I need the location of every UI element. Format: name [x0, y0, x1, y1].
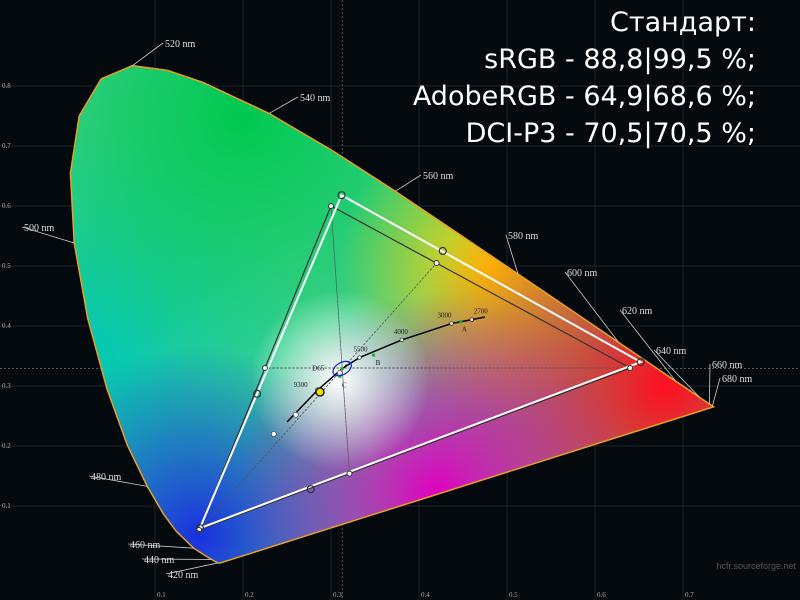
wavelength-tick	[709, 363, 711, 405]
wavelength-tick	[619, 309, 676, 382]
cct-label: 2700	[474, 308, 489, 316]
measured-gamut-triangle	[198, 193, 644, 530]
illuminant-point	[372, 353, 376, 357]
cct-label: 3000	[437, 312, 452, 320]
reference-axis-line	[330, 205, 350, 474]
y-tick-label: 0.6	[2, 202, 11, 210]
x-tick-label: 0.3	[333, 591, 342, 599]
wavelength-label: 420 nm	[168, 570, 199, 581]
reference-red-point	[627, 365, 634, 371]
spectral-locus	[69, 64, 716, 564]
cct-label: 5500	[354, 346, 369, 354]
grayscale-point	[336, 369, 343, 376]
wavelength-label: 660 nm	[712, 360, 743, 371]
y-tick-label: 0.1	[2, 502, 11, 510]
wavelength-tick	[505, 234, 519, 275]
y-tick-label: 0.4	[2, 322, 11, 330]
grayscale-point	[270, 431, 277, 437]
x-tick-label: 0.4	[421, 591, 430, 599]
x-tick-label: 0.2	[245, 591, 254, 599]
d65-tolerance-ellipse	[332, 360, 352, 377]
wavelength-label: 640 nm	[656, 346, 687, 357]
reference-cyan-point	[262, 365, 268, 371]
wavelength-label: 480 nm	[91, 472, 122, 483]
wavelength-tick	[395, 174, 422, 192]
x-tick-label: 0.7	[685, 591, 694, 599]
title-line: DCI-P3 - 70,5|70,5 %;	[465, 118, 756, 149]
y-tick-label: 0.3	[2, 382, 11, 390]
wavelength-label: 680 nm	[722, 374, 753, 385]
reference-magenta-point	[346, 470, 353, 477]
grayscale-point	[292, 411, 299, 418]
wavelength-label: 500 nm	[24, 223, 55, 234]
wavelength-label: 460 nm	[130, 540, 161, 551]
y-tick-label: 0.7	[2, 142, 11, 150]
wavelength-label: 540 nm	[300, 93, 331, 104]
reference-axis-line	[198, 262, 437, 531]
reference-green-point	[328, 203, 334, 209]
y-tick-label: 0.5	[2, 262, 11, 270]
wavelength-label: 620 nm	[622, 306, 653, 317]
wavelength-tick	[712, 377, 721, 407]
wavelength-label: 440 nm	[144, 555, 175, 566]
cct-label: 9300	[294, 381, 309, 389]
wavelength-label: 580 nm	[508, 231, 539, 242]
illuminant-point	[459, 320, 463, 324]
wavelength-tick	[132, 42, 164, 67]
white-point	[315, 387, 325, 397]
cct-label: 4000	[394, 328, 409, 336]
measured-magenta-point	[306, 485, 315, 494]
y-tick-label: 0.2	[2, 442, 11, 450]
measured-cyan-point	[252, 389, 262, 398]
wavelength-tick	[88, 475, 148, 487]
measured-blue-point	[195, 524, 204, 533]
cct-point	[469, 317, 474, 322]
illuminant-label: C	[342, 381, 347, 389]
cct-point	[399, 337, 404, 343]
wavelength-label: 560 nm	[423, 171, 454, 182]
wavelength-tick	[653, 349, 701, 398]
x-tick-label: 0.6	[597, 591, 606, 599]
title-line: AdobeRGB - 64,9|68,6 %;	[412, 81, 756, 112]
title-line: Стандарт:	[610, 7, 756, 38]
credit: hcfr.sourceforge.net	[716, 561, 796, 571]
illuminant-label: D65	[312, 365, 325, 373]
y-tick-label: 0.8	[2, 82, 11, 90]
x-tick-label: 0.5	[509, 591, 518, 599]
reference-axis-line	[330, 205, 350, 474]
illuminant-label: B	[376, 359, 381, 367]
wavelength-tick	[127, 543, 194, 549]
measured-green-point	[337, 191, 346, 200]
illuminant-point	[340, 367, 344, 371]
chart-title: Стандарт: sRGB - 88,8|99,5 %; AdobeRGB -…	[413, 4, 756, 152]
wavelength-tick	[21, 226, 75, 244]
cct-point	[357, 355, 362, 360]
wavelength-label: 600 nm	[567, 268, 598, 279]
wavelength-tick	[564, 271, 620, 343]
reference-axis-line	[198, 262, 437, 531]
wavelength-label: 520 nm	[165, 39, 196, 50]
cct-point	[449, 321, 454, 326]
planckian-locus	[286, 316, 486, 423]
wavelength-tick	[165, 562, 218, 575]
wavelength-tick	[268, 96, 299, 114]
measured-yellow-point	[438, 246, 447, 256]
x-tick-label: 0.1	[157, 591, 166, 599]
reference-yellow-point	[433, 260, 440, 266]
illuminant-label: A	[462, 326, 467, 334]
measured-red-point	[636, 357, 645, 367]
title-line: sRGB - 88,8|99,5 %;	[484, 44, 756, 75]
